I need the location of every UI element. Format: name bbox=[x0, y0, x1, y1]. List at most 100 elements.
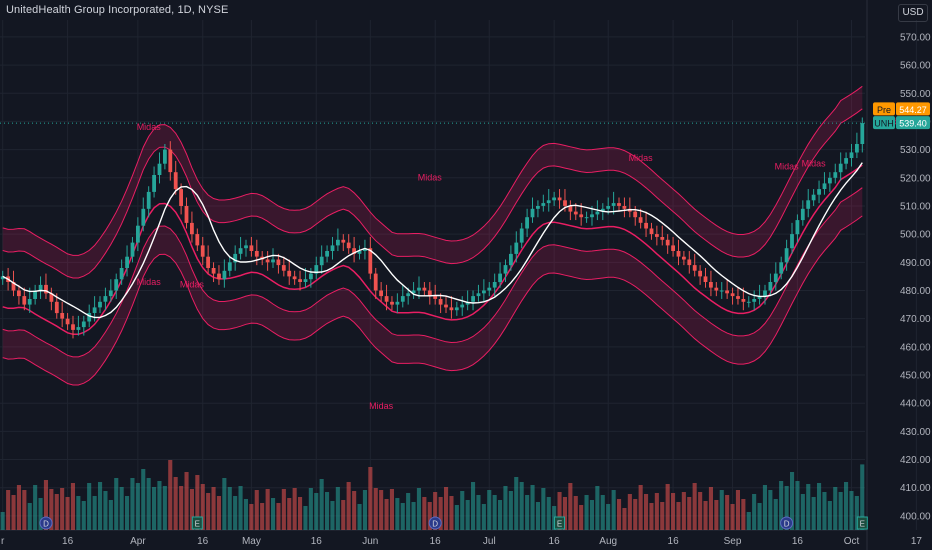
volume-bar bbox=[449, 496, 454, 530]
candle-body bbox=[665, 239, 670, 246]
volume-bar bbox=[81, 501, 86, 530]
event-marker-label: E bbox=[860, 520, 865, 529]
candle-body bbox=[17, 290, 21, 297]
volume-bar bbox=[741, 499, 746, 530]
candle-body bbox=[482, 290, 486, 294]
x-tick-label: Jul bbox=[483, 536, 496, 547]
volume-bar bbox=[314, 493, 319, 530]
candle-body bbox=[265, 259, 270, 263]
volume-bar bbox=[0, 512, 5, 530]
candle-body bbox=[325, 251, 329, 257]
candle-body bbox=[0, 276, 5, 280]
candle-body bbox=[184, 206, 189, 223]
volume-bar bbox=[719, 490, 724, 530]
candle-body bbox=[746, 301, 751, 303]
volume-bar bbox=[206, 493, 211, 530]
currency-button[interactable]: USD bbox=[898, 4, 928, 22]
candle-body bbox=[536, 206, 540, 209]
avwap-line bbox=[2, 162, 863, 319]
earnings-marker bbox=[856, 516, 868, 530]
volume-bar bbox=[352, 491, 357, 530]
candle-body bbox=[357, 251, 362, 254]
volume-bar bbox=[492, 495, 497, 530]
midas-label: Midas bbox=[775, 161, 800, 171]
volume-bar bbox=[125, 496, 130, 530]
volume-bar bbox=[60, 488, 65, 530]
candle-body bbox=[276, 259, 281, 266]
candle-body bbox=[584, 217, 589, 219]
volume-bar bbox=[114, 478, 119, 530]
candle-body bbox=[298, 279, 302, 282]
volume-bar bbox=[460, 491, 465, 530]
volume-bar bbox=[384, 499, 389, 530]
volume-bar bbox=[557, 492, 562, 530]
volume-bar bbox=[589, 500, 594, 530]
candle-body bbox=[709, 282, 713, 288]
volume-bar bbox=[362, 490, 367, 530]
volume-bar bbox=[146, 478, 151, 530]
candle-body bbox=[125, 256, 129, 268]
volume-bar bbox=[254, 490, 259, 530]
volume-bar bbox=[476, 495, 481, 530]
x-tick-label: 16 bbox=[311, 536, 323, 547]
volume-bar bbox=[762, 485, 767, 530]
candle-body bbox=[179, 189, 183, 206]
volume-bar bbox=[33, 485, 38, 530]
volume-bar bbox=[173, 477, 178, 530]
volume-bar bbox=[222, 478, 227, 530]
volume-bar bbox=[817, 483, 822, 530]
volume-bar bbox=[622, 508, 627, 530]
volume-bar bbox=[579, 505, 584, 530]
candle-body bbox=[92, 307, 97, 313]
candle-body bbox=[530, 208, 535, 218]
y-tick-label: 410.00 bbox=[900, 483, 931, 494]
candle-body bbox=[422, 287, 427, 291]
candle-body bbox=[352, 248, 356, 254]
event-marker-label: D bbox=[432, 520, 438, 529]
volume-bar bbox=[389, 489, 394, 530]
candle-body bbox=[200, 245, 205, 257]
candle-body bbox=[638, 217, 643, 223]
candle-body bbox=[244, 245, 248, 249]
volume-bar bbox=[276, 503, 281, 530]
candle-body bbox=[725, 290, 729, 294]
candle-body bbox=[757, 296, 762, 299]
candle-body bbox=[379, 290, 383, 297]
lower-band-fill bbox=[2, 187, 863, 385]
candle-body bbox=[173, 172, 178, 190]
candle-body bbox=[227, 262, 232, 271]
x-tick-label: Aug bbox=[599, 536, 617, 547]
candle-body bbox=[33, 290, 37, 299]
volume-bar bbox=[822, 492, 827, 530]
candle-body bbox=[736, 296, 740, 299]
candle-body bbox=[314, 265, 319, 274]
candle-body bbox=[514, 242, 519, 254]
candle-body bbox=[655, 234, 659, 237]
candle-body bbox=[433, 296, 438, 299]
x-tick-label: 16 bbox=[197, 536, 209, 547]
price-badge-value-bg bbox=[896, 102, 930, 116]
candle-body bbox=[292, 276, 297, 280]
candle-body bbox=[168, 149, 173, 173]
upper-band-outer bbox=[2, 85, 863, 256]
symbol-title: UnitedHealth Group Incorporated, 1D, NYS… bbox=[6, 4, 229, 16]
candle-body bbox=[217, 273, 221, 280]
candle-body bbox=[519, 228, 524, 243]
candle-body bbox=[400, 296, 405, 302]
volume-bar bbox=[806, 484, 811, 530]
candle-body bbox=[27, 299, 32, 305]
price-badge-tag bbox=[873, 116, 895, 130]
candle-body bbox=[254, 251, 259, 257]
volume-bar bbox=[714, 500, 719, 530]
candle-body bbox=[427, 290, 432, 297]
y-tick-label: 450.00 bbox=[900, 371, 931, 382]
volume-bar bbox=[438, 497, 443, 530]
price-badge-label: Pre bbox=[877, 105, 891, 115]
candle-body bbox=[779, 262, 784, 274]
candle-body bbox=[238, 248, 243, 254]
candle-body bbox=[309, 273, 313, 280]
candle-body bbox=[633, 211, 638, 218]
volume-bar bbox=[606, 504, 611, 530]
volume-bar bbox=[162, 486, 167, 530]
